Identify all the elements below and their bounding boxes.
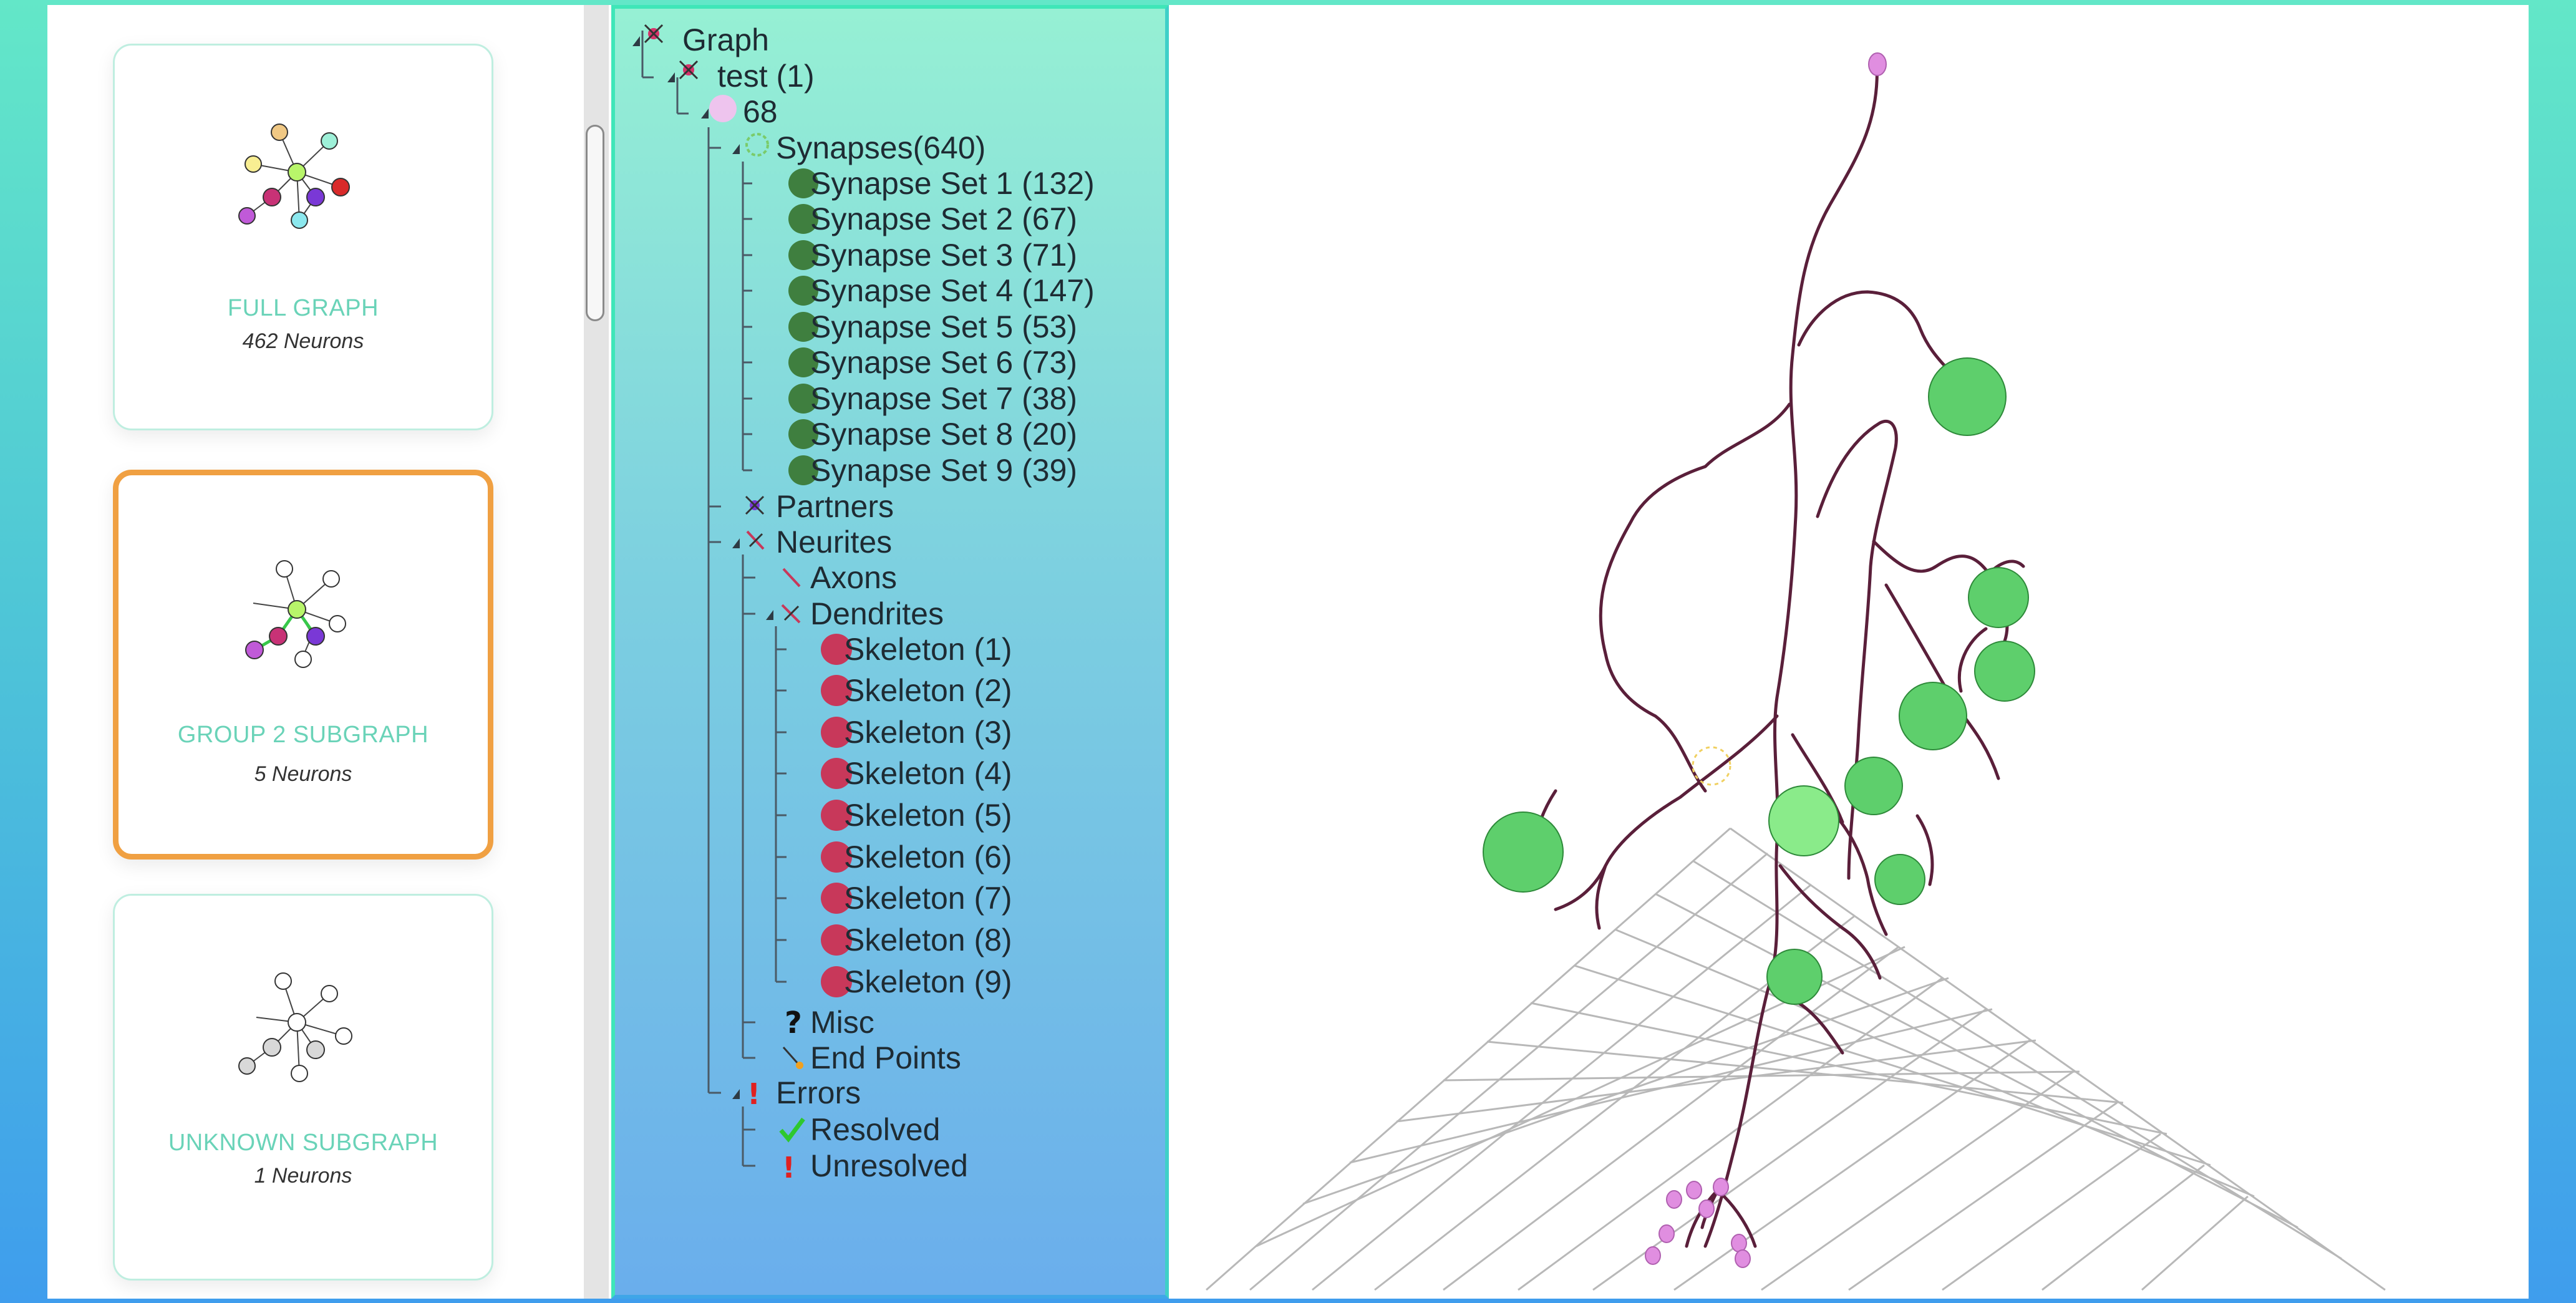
tree-node-partners[interactable]: Partners (776, 489, 894, 524)
graph-list-scrollbar-thumb[interactable] (586, 125, 604, 321)
graph-card-title: UNKNOWN SUBGRAPH (168, 1130, 438, 1156)
graph-card-unknown[interactable]: UNKNOWN SUBGRAPH 1 Neurons (113, 894, 493, 1281)
neurites-icon (746, 530, 765, 550)
scene-tree-panel: ? ! ! Graph test (1) 68 Synapses(640) Sy… (611, 5, 1169, 1299)
graph-card-count: 462 Neurons (242, 329, 364, 353)
dendrites-icon (781, 604, 801, 624)
app-frame: FULL GRAPH 462 Neurons (47, 5, 2529, 1299)
tree-node-skeleton[interactable]: Skeleton (8) (844, 923, 1012, 957)
tree-node-synapse-set[interactable]: Synapse Set 3 (71) (810, 238, 1078, 273)
tree-node-test[interactable]: test (1) (717, 59, 815, 94)
axons-icon (782, 568, 801, 588)
tree-node-neurites[interactable]: Neurites (776, 525, 893, 559)
neuron-icon (709, 95, 737, 122)
bouton-markers (1645, 52, 1887, 1268)
tree-node-misc[interactable]: Misc (810, 1005, 874, 1040)
misc-question-icon: ? (785, 1005, 802, 1040)
tree-node-skeleton[interactable]: Skeleton (7) (844, 881, 1012, 916)
tree-node-end-points[interactable]: End Points (810, 1040, 961, 1075)
graph-card-count: 1 Neurons (254, 1164, 352, 1188)
graph-card-full[interactable]: FULL GRAPH 462 Neurons (113, 44, 493, 430)
tree-node-skeleton[interactable]: Skeleton (2) (844, 673, 1012, 708)
unknown-subgraph-thumbnail-icon (238, 972, 352, 1082)
resolved-check-icon (779, 1117, 805, 1143)
partners-icon (745, 495, 765, 515)
tree-node-errors[interactable]: Errors (776, 1075, 861, 1110)
tree-node-synapse-set[interactable]: Synapse Set 8 (20) (810, 417, 1078, 452)
tree-node-skeleton[interactable]: Skeleton (9) (844, 964, 1012, 999)
tree-connectors: ? ! ! (632, 24, 852, 1184)
tree-node-synapse-set[interactable]: Synapse Set 1 (132) (810, 166, 1095, 201)
graph-card-count: 5 Neurons (254, 762, 352, 786)
graph-card-title: FULL GRAPH (227, 295, 379, 321)
errors-exclamation-icon: ! (747, 1077, 760, 1111)
tree-node-skeleton[interactable]: Skeleton (3) (844, 715, 1012, 750)
tree-node-skeleton[interactable]: Skeleton (5) (844, 798, 1012, 833)
tree-node-synapse-set[interactable]: Synapse Set 9 (39) (810, 453, 1078, 488)
tree-node-skeleton[interactable]: Skeleton (4) (844, 756, 1012, 791)
full-graph-thumbnail-icon (238, 124, 350, 229)
tree-node-resolved[interactable]: Resolved (810, 1112, 941, 1147)
synapses-icon (745, 133, 769, 157)
synapse-blobs (1483, 357, 2035, 1005)
tree-node-skeleton[interactable]: Skeleton (1) (844, 632, 1012, 667)
group-2-subgraph-thumbnail-icon (245, 560, 346, 668)
tree-node-skeleton[interactable]: Skeleton (6) (844, 840, 1012, 874)
graph-card-title: GROUP 2 SUBGRAPH (177, 722, 429, 748)
unresolved-exclamation-icon: ! (782, 1151, 795, 1184)
tree-node-unresolved[interactable]: Unresolved (810, 1148, 968, 1183)
tree-node-synapses[interactable]: Synapses(640) (776, 130, 986, 165)
3d-viewer-canvas[interactable] (1169, 5, 2529, 1299)
tree-node-synapse-set[interactable]: Synapse Set 6 (73) (810, 345, 1078, 380)
end-points-icon (782, 1047, 803, 1069)
tree-node-synapse-set[interactable]: Synapse Set 7 (38) (810, 381, 1078, 416)
selection-indicator (1692, 746, 1731, 786)
ground-grid (1206, 827, 2386, 1291)
skeleton-sphere-icons (821, 634, 852, 997)
neuron-3d-scene[interactable] (1169, 5, 2529, 1299)
synapse-set-sphere-icons (788, 168, 818, 485)
graph-card-group2[interactable]: GROUP 2 SUBGRAPH 5 Neurons (113, 470, 493, 860)
tree-node-dendrites[interactable]: Dendrites (810, 596, 944, 631)
graph-list-panel: FULL GRAPH 462 Neurons (47, 5, 584, 1299)
tree-node-axons[interactable]: Axons (810, 560, 897, 595)
tree-node-synapse-set[interactable]: Synapse Set 5 (53) (810, 309, 1078, 344)
tree-node-synapse-set[interactable]: Synapse Set 4 (147) (810, 273, 1095, 308)
tree-node-graph[interactable]: Graph (682, 22, 769, 57)
tree-node-synapse-set[interactable]: Synapse Set 2 (67) (810, 201, 1078, 236)
tree-node-neuron[interactable]: 68 (743, 94, 778, 129)
graph-node-icon (644, 24, 699, 80)
